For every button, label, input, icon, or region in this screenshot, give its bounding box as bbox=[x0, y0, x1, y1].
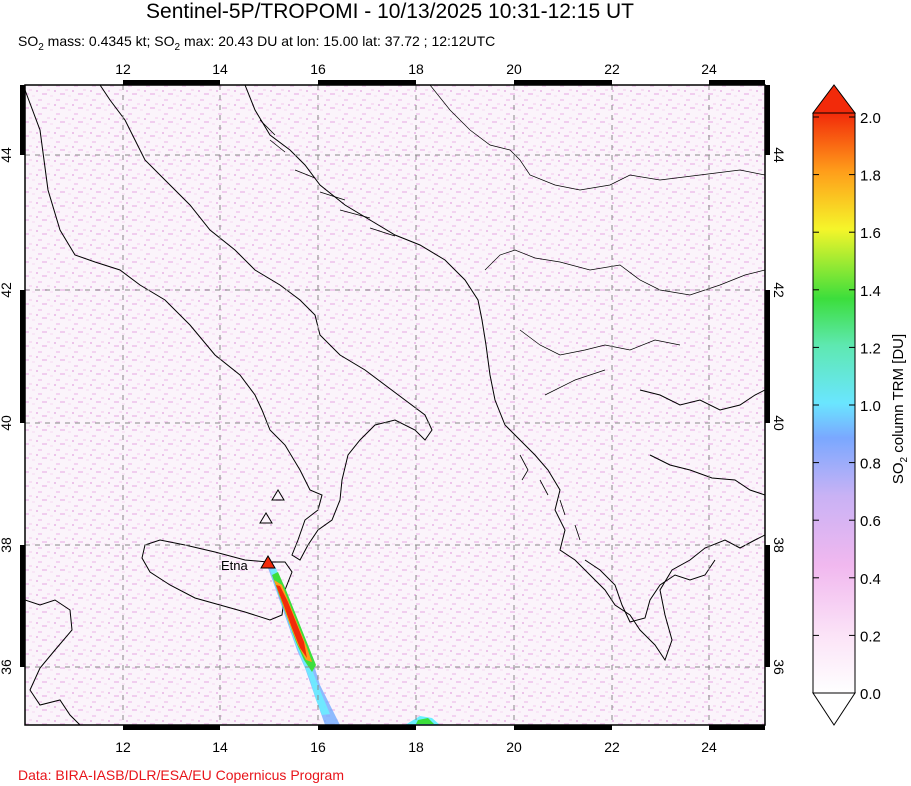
x-ticks-top: 12 14 16 18 20 22 24 bbox=[115, 61, 717, 77]
colorbar-min-arrow bbox=[812, 692, 856, 726]
y-tick-right-40: 40 bbox=[771, 415, 787, 431]
y-tick-left-38: 38 bbox=[0, 537, 14, 553]
x-tick-bottom-16: 16 bbox=[310, 739, 326, 755]
y-tick-left-44: 44 bbox=[0, 147, 14, 163]
map-grid bbox=[25, 85, 765, 725]
x-tick-bottom-20: 20 bbox=[506, 739, 522, 755]
sw-coast bbox=[25, 599, 81, 725]
y-tick-left-42: 42 bbox=[0, 282, 14, 298]
subtitle-mass: mass: 0.4345 kt; SO bbox=[43, 33, 175, 49]
x-tick-top-18: 18 bbox=[408, 61, 424, 77]
x-tick-top-20: 20 bbox=[506, 61, 522, 77]
y-ticks-left: 36 38 40 42 44 bbox=[0, 147, 14, 675]
volcano-label-etna: Etna bbox=[221, 558, 249, 573]
x-tick-bottom-18: 18 bbox=[408, 739, 424, 755]
colorbar-tick-label: 1.4 bbox=[860, 283, 881, 300]
x-tick-top-22: 22 bbox=[604, 61, 620, 77]
x-tick-bottom-12: 12 bbox=[115, 739, 131, 755]
croatian-islands bbox=[259, 119, 396, 237]
ionian-islands bbox=[519, 454, 581, 541]
colorbar: 0.0 0.2 0.4 0.6 0.8 1.0 1.2 1.4 1.6 1.8 2.0 SO2 co… bbox=[812, 84, 910, 726]
map-subtitle: SO2 mass: 0.4345 kt; SO2 max: 20.43 DU a… bbox=[18, 33, 495, 53]
x-tick-top-12: 12 bbox=[115, 61, 131, 77]
y-tick-right-38: 38 bbox=[771, 537, 787, 553]
colorbar-gradient bbox=[812, 112, 856, 694]
volcano-icon-vulcano bbox=[259, 512, 273, 524]
y-tick-right-42: 42 bbox=[771, 282, 787, 298]
balkan-coast bbox=[244, 85, 765, 662]
greece-coast bbox=[639, 389, 765, 496]
volcano-icon-etna bbox=[260, 555, 276, 569]
x-tick-top-16: 16 bbox=[310, 61, 326, 77]
y-tick-left-40: 40 bbox=[0, 415, 14, 431]
subtitle-sub-2b: 2 bbox=[174, 41, 181, 53]
y-tick-right-44: 44 bbox=[771, 147, 787, 163]
map-title: Sentinel-5P/TROPOMI - 10/13/2025 10:31-1… bbox=[146, 0, 634, 23]
data-credit: Data: BIRA-IASB/DLR/ESA/EU Copernicus Pr… bbox=[18, 767, 345, 783]
x-tick-top-24: 24 bbox=[701, 61, 717, 77]
colorbar-tick-label: 1.8 bbox=[860, 168, 881, 185]
peloponnese-coast bbox=[584, 559, 716, 623]
italy-coast bbox=[25, 85, 433, 561]
subtitle-so2: SO bbox=[18, 33, 39, 49]
colorbar-max-arrow bbox=[812, 84, 856, 114]
colorbar-ticks: 0.0 0.2 0.4 0.6 0.8 1.0 1.2 1.4 1.6 1.8 2.0 bbox=[813, 110, 881, 703]
colorbar-tick-label: 0.6 bbox=[860, 513, 881, 530]
subtitle-rest: max: 20.43 DU at lon: 15.00 lat: 37.72 ;… bbox=[180, 33, 496, 49]
colorbar-tick-label: 1.2 bbox=[860, 340, 881, 357]
colorbar-tick-label: 0.0 bbox=[860, 686, 881, 703]
volcano-icon-stromboli bbox=[271, 489, 285, 501]
x-ticks-bottom: 12 14 16 18 20 22 24 bbox=[115, 739, 717, 755]
frame-ticks bbox=[20, 80, 770, 730]
volcano-markers: Etna bbox=[221, 489, 285, 573]
coastlines bbox=[25, 85, 765, 725]
colorbar-tick-label: 2.0 bbox=[860, 110, 881, 127]
x-tick-top-14: 14 bbox=[212, 61, 228, 77]
colorbar-tick-label: 0.8 bbox=[860, 456, 881, 473]
colorbar-tick-label: 1.0 bbox=[860, 398, 881, 415]
x-tick-bottom-24: 24 bbox=[701, 739, 717, 755]
borders bbox=[429, 85, 765, 396]
colorbar-tick-label: 0.2 bbox=[860, 628, 881, 645]
map-background bbox=[25, 85, 765, 725]
y-tick-right-36: 36 bbox=[771, 659, 787, 675]
x-tick-bottom-14: 14 bbox=[212, 739, 228, 755]
x-tick-bottom-22: 22 bbox=[604, 739, 620, 755]
y-tick-left-36: 36 bbox=[0, 659, 14, 675]
subtitle-sub-2: 2 bbox=[38, 41, 44, 53]
y-ticks-right: 36 38 40 42 44 bbox=[771, 147, 787, 675]
colorbar-title: SO2 column TRM [DU] bbox=[890, 334, 910, 484]
colorbar-tick-label: 1.6 bbox=[860, 225, 881, 242]
colorbar-tick-label: 0.4 bbox=[860, 571, 881, 588]
so2-plume bbox=[268, 566, 440, 725]
